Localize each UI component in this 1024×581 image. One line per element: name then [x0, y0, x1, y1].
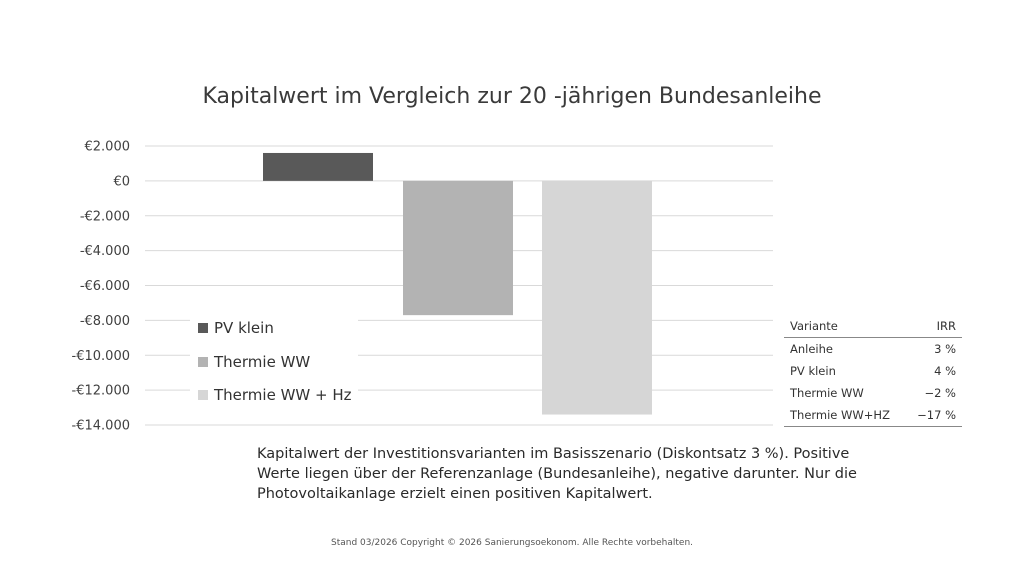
chart-title: Kapitalwert im Vergleich zur 20 -jährige… [202, 84, 822, 109]
legend-item-thermie-ww-hz: Thermie WW + Hz [198, 385, 352, 405]
irr-header-variante: Variante [790, 319, 838, 333]
legend-swatch [198, 357, 208, 367]
y-tick-label: €0 [113, 174, 130, 189]
legend-swatch [198, 323, 208, 333]
bar-pv-klein [263, 152, 373, 181]
legend-item-thermie-ww: Thermie WW [198, 352, 310, 372]
legend-label: PV klein [214, 319, 274, 337]
irr-cell-value: 4 % [934, 364, 956, 378]
irr-cell-value: −17 % [917, 408, 956, 422]
y-tick-label: -€8.000 [80, 314, 130, 329]
irr-cell-variante: Thermie WW [790, 386, 864, 400]
table-row: Thermie WW+HZ −17 % [784, 404, 962, 427]
chart-legend: PV klein Thermie WW Thermie WW + Hz [190, 312, 358, 412]
table-row: Anleihe 3 % [784, 338, 962, 361]
legend-label: Thermie WW [214, 353, 311, 371]
legend-label: Thermie WW + Hz [214, 386, 352, 404]
legend-swatch [198, 390, 208, 400]
bar-thermie-ww-hz [542, 180, 652, 415]
table-row: PV klein 4 % [784, 360, 962, 382]
y-tick-label: -€4.000 [80, 244, 130, 259]
irr-cell-variante: Thermie WW+HZ [790, 408, 890, 422]
y-tick-label: -€10.000 [72, 349, 130, 364]
chart-caption: Kapitalwert der Investitionsvarianten im… [257, 446, 857, 502]
bar-thermie-ww [403, 180, 513, 316]
irr-cell-value: 3 % [934, 342, 956, 356]
legend-item-pv-klein: PV klein [198, 318, 274, 338]
irr-cell-variante: Anleihe [790, 342, 833, 356]
irr-table: Variante IRR Anleihe 3 % PV klein 4 % Th… [784, 315, 962, 427]
y-tick-label: -€6.000 [80, 279, 130, 294]
table-row: Thermie WW −2 % [784, 382, 962, 404]
y-tick-label: -€12.000 [72, 384, 130, 399]
irr-cell-value: −2 % [924, 386, 956, 400]
copyright-footer: Stand 03/2026 Copyright © 2026 Sanierung… [330, 538, 694, 548]
y-tick-label: €2.000 [85, 140, 131, 155]
y-tick-label: -€2.000 [80, 209, 130, 224]
irr-table-header: Variante IRR [784, 315, 962, 338]
irr-header-irr: IRR [936, 319, 956, 333]
irr-cell-variante: PV klein [790, 364, 836, 378]
y-tick-label: -€14.000 [72, 419, 130, 434]
